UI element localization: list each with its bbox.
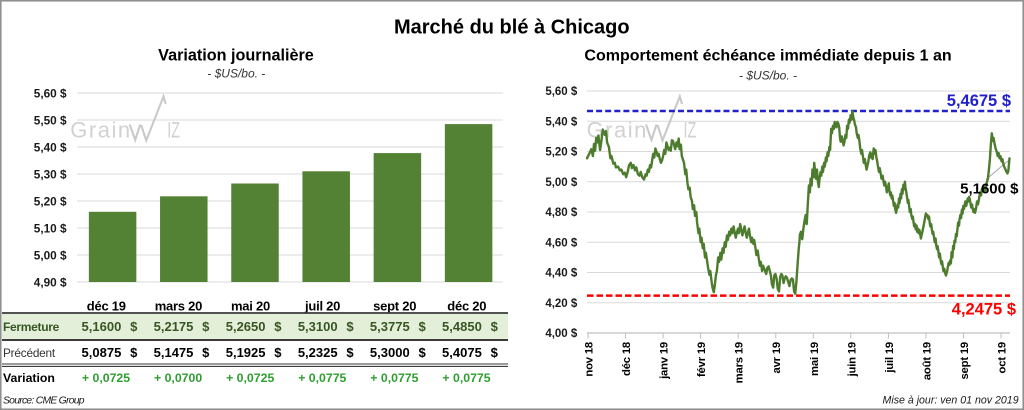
svg-text:5,3000: 5,3000 [370,345,410,360]
svg-text:5,60 $: 5,60 $ [545,86,578,98]
svg-text:déc 19: déc 19 [87,298,126,313]
svg-text:IZ: IZ [167,118,180,143]
svg-text:4,60 $: 4,60 $ [545,237,578,249]
svg-text:mai 20: mai 20 [231,298,270,313]
svg-text:mai 19: mai 19 [809,342,821,376]
svg-text:5,00 $: 5,00 $ [545,177,578,189]
svg-text:4,2475 $: 4,2475 $ [952,301,1016,319]
svg-text:5,1600 $: 5,1600 $ [960,181,1019,198]
svg-text:- $US/bo. -: - $US/bo. - [207,67,265,81]
svg-text:4,80 $: 4,80 $ [545,207,578,219]
svg-text:nov 18: nov 18 [584,342,596,377]
svg-text:+ 0,0775: + 0,0775 [442,371,490,385]
svg-text:5,20 $: 5,20 $ [545,147,578,159]
svg-text:5,2175: 5,2175 [154,319,194,334]
svg-text:+ 0,0775: + 0,0775 [298,371,346,385]
svg-text:5,40 $: 5,40 $ [34,140,67,154]
svg-text:4,40 $: 4,40 $ [545,268,578,280]
svg-text:Précédent: Précédent [3,346,56,360]
svg-text:5,3775: 5,3775 [370,319,410,334]
svg-text:5,2325: 5,2325 [298,345,338,360]
svg-text:$: $ [202,319,210,334]
svg-text:5,1925: 5,1925 [226,345,266,360]
svg-text:4,90 $: 4,90 $ [34,275,67,289]
svg-text:déc 18: déc 18 [621,342,633,376]
svg-text:janv 19: janv 19 [659,342,671,380]
svg-text:Variation journalière: Variation journalière [158,47,314,65]
svg-text:5,10 $: 5,10 $ [34,221,67,235]
svg-text:sept 20: sept 20 [373,298,416,313]
svg-text:5,40 $: 5,40 $ [545,116,578,128]
svg-text:$: $ [202,345,210,360]
svg-text:$: $ [130,345,138,360]
svg-text:5,4675 $: 5,4675 $ [947,92,1011,110]
svg-text:$: $ [491,345,499,360]
svg-text:$: $ [274,345,282,360]
svg-text:$: $ [346,345,354,360]
svg-text:$: $ [130,319,138,334]
svg-text:juil 19: juil 19 [884,342,896,374]
svg-text:+ 0,0725: + 0,0725 [82,371,130,385]
svg-text:Fermeture: Fermeture [3,320,60,334]
svg-text:sept 19: sept 19 [959,342,971,380]
svg-text:+ 0,0725: + 0,0725 [226,371,274,385]
svg-text:juin 19: juin 19 [846,342,858,377]
svg-text:5,1475: 5,1475 [154,345,194,360]
svg-text:$: $ [491,319,499,334]
svg-text:5,20 $: 5,20 $ [34,194,67,208]
svg-text:déc 20: déc 20 [447,298,486,313]
svg-text:- $US/bo. -: - $US/bo. - [739,69,797,83]
svg-text:Grain: Grain [70,118,131,143]
svg-text:+ 0,0775: + 0,0775 [370,371,418,385]
svg-text:$: $ [418,345,426,360]
svg-text:juil 20: juil 20 [304,298,340,313]
svg-text:5,4850: 5,4850 [442,319,482,334]
svg-text:Mise à jour: ven 01 nov 2019: Mise à jour: ven 01 nov 2019 [883,394,1019,406]
svg-text:5,50 $: 5,50 $ [34,113,67,127]
svg-text:$: $ [418,319,426,334]
svg-text:$: $ [274,319,282,334]
svg-text:Marché du blé à Chicago: Marché du blé à Chicago [394,17,630,39]
svg-text:août 19: août 19 [922,342,934,380]
svg-text:oct 19: oct 19 [997,342,1009,373]
svg-text:févr 19: févr 19 [696,342,708,377]
svg-text:mars 20: mars 20 [155,298,202,313]
svg-text:4,20 $: 4,20 $ [545,298,578,310]
svg-text:5,2650: 5,2650 [226,319,266,334]
svg-text:Comportement échéance immédiat: Comportement échéance immédiate depuis 1… [584,48,951,65]
svg-text:+ 0,0700: + 0,0700 [154,371,202,385]
svg-text:5,00 $: 5,00 $ [34,248,67,262]
svg-text:Variation: Variation [3,371,55,385]
svg-text:5,3100: 5,3100 [298,319,338,334]
svg-text:4,00 $: 4,00 $ [545,328,578,340]
svg-text:5,1600: 5,1600 [82,319,122,334]
svg-text:5,0875: 5,0875 [82,345,122,360]
svg-text:5,30 $: 5,30 $ [34,167,67,181]
svg-text:$: $ [346,319,354,334]
svg-text:avr 19: avr 19 [771,342,783,373]
svg-text:5,4075: 5,4075 [442,345,482,360]
svg-text:5,60 $: 5,60 $ [34,86,67,100]
svg-text:Source: CME Group: Source: CME Group [3,396,85,407]
svg-text:IZ: IZ [684,118,697,143]
svg-text:mars 19: mars 19 [734,342,746,383]
